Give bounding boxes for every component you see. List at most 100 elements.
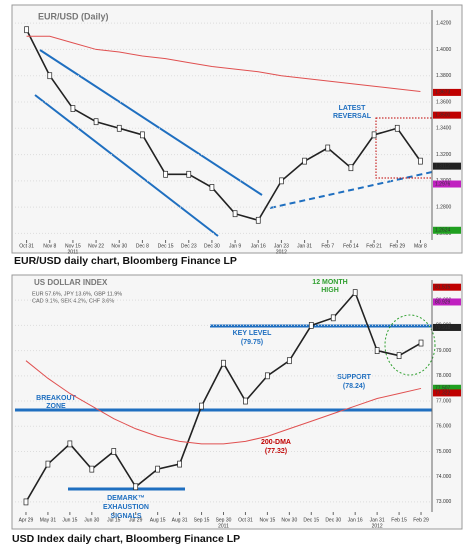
x-tick-label: Nov 15	[65, 243, 81, 249]
price-marker-label: 1.3112	[435, 163, 450, 169]
price-bar	[140, 131, 145, 139]
price-bar	[330, 314, 336, 322]
price-marker-label: 1.2976	[435, 181, 451, 187]
x-tick-label: Feb 29	[389, 243, 405, 249]
channel-line	[39, 49, 263, 196]
price-bar	[286, 357, 292, 365]
annotation: 12 MONTH	[312, 279, 347, 286]
x-tick-label: Mar 8	[414, 243, 427, 249]
x-tick-label: Jan 31	[297, 243, 312, 249]
price-bar	[308, 322, 314, 329]
annotation: EXHAUSTION	[103, 504, 149, 511]
caption: USD Index daily chart, Bloomberg Finance…	[12, 533, 240, 545]
price-bar	[209, 184, 215, 191]
y-tick-label: 1.3600	[436, 99, 452, 105]
price-bar	[89, 465, 95, 473]
price-marker	[433, 384, 461, 392]
x-tick-label: Jun 30	[84, 517, 99, 523]
x-tick-label: Feb 14	[343, 243, 359, 249]
y-tick-label: 1.4200	[436, 20, 452, 26]
annotation: BREAKOUT	[36, 395, 76, 402]
y-tick-label: 1.3400	[436, 126, 452, 132]
price-bar	[232, 210, 238, 218]
x-tick-label: Dec 8	[136, 243, 149, 249]
x-tick-label: Dec 15	[303, 517, 319, 523]
x-tick-label: Sep 15	[194, 517, 210, 523]
annotation: REVERSAL	[333, 113, 372, 120]
y-tick-label: 75.000	[436, 449, 452, 455]
price-bar	[265, 372, 270, 380]
annotation: SIGNALS	[110, 513, 141, 520]
year-label: 2011	[218, 523, 229, 529]
price-marker	[433, 162, 461, 170]
price-marker-label: 79.918	[435, 325, 451, 331]
y-tick-label: 76.000	[436, 424, 452, 430]
y-tick-label: 79.000	[436, 348, 452, 354]
y-tick-label: 1.2800	[436, 204, 452, 210]
x-tick-label: Jul 15	[107, 517, 121, 523]
x-tick-label: Aug 31	[172, 517, 188, 523]
annotation: HIGH	[321, 287, 339, 294]
x-tick-label: Jan 23	[274, 243, 289, 249]
x-tick-label: Jan 9	[229, 243, 241, 249]
x-tick-label: Oct 31	[19, 243, 34, 249]
price-bar	[199, 402, 204, 410]
y-tick-label: 1.4000	[436, 47, 452, 53]
price-bar	[163, 170, 168, 178]
x-tick-label: Oct 31	[238, 517, 253, 523]
price-bar	[348, 164, 354, 172]
y-tick-label: 1.3200	[436, 152, 452, 158]
x-tick-label: Jan 16	[251, 243, 266, 249]
price-bar	[45, 460, 51, 468]
annotation: ZONE	[46, 403, 66, 410]
price-marker	[433, 283, 461, 291]
y-tick-label: 78.000	[436, 373, 452, 379]
price-bar	[23, 498, 29, 506]
x-tick-label: Jun 15	[62, 517, 77, 523]
chart-title: EUR/USD (Daily)	[38, 11, 109, 21]
price-bar	[255, 216, 261, 224]
price-bar	[186, 170, 192, 178]
price-bar	[93, 118, 99, 126]
x-tick-label: Feb 29	[413, 517, 429, 523]
series-line	[25, 360, 422, 445]
x-tick-label: Dec 30	[325, 517, 341, 523]
series-line	[25, 29, 422, 222]
price-bar	[67, 440, 73, 448]
legend-text: EUR 57.6%, JPY 13.6%, GBP 11.9%	[32, 291, 122, 297]
price-bar	[177, 460, 182, 468]
year-label: 2011	[68, 249, 79, 255]
price-marker-label: 1.2624	[435, 228, 451, 234]
x-tick-label: Feb 21	[366, 243, 382, 249]
legend-text: CAD 9.1%, SEK 4.2%, CHF 3.6%	[32, 298, 114, 304]
x-tick-label: Dec 23	[181, 243, 197, 249]
highlight-ellipse	[384, 314, 436, 376]
x-tick-label: Dec 15	[158, 243, 174, 249]
y-tick-label: 74.000	[436, 474, 452, 480]
price-bar	[155, 465, 161, 473]
price-bar	[394, 124, 400, 132]
annotation: DEMARK™	[107, 495, 145, 502]
x-tick-label: Nov 30	[111, 243, 127, 249]
annotation: (79.75)	[241, 339, 263, 346]
price-marker	[433, 111, 461, 119]
x-tick-label: Nov 15	[259, 517, 275, 523]
price-bar	[47, 72, 53, 80]
y-tick-label: 73.000	[436, 499, 452, 505]
price-marker-label: 77.507	[435, 386, 451, 392]
y-tick-label: 1.3800	[436, 73, 452, 79]
annotation: KEY LEVEL	[233, 330, 272, 337]
x-tick-label: Jul 29	[129, 517, 143, 523]
annotation: LATEST	[339, 105, 366, 112]
price-bar	[116, 124, 122, 132]
price-bar	[325, 144, 331, 152]
annotation: SUPPORT	[337, 374, 372, 381]
caption: EUR/USD daily chart, Bloomberg Finance L…	[14, 255, 237, 267]
x-tick-label: Jan 16	[348, 517, 363, 523]
x-tick-label: Apr 29	[19, 517, 34, 523]
support-line	[269, 171, 433, 209]
annotation: 200-DMA	[261, 439, 291, 446]
x-tick-label: Nov 22	[88, 243, 104, 249]
price-bar	[279, 177, 284, 185]
